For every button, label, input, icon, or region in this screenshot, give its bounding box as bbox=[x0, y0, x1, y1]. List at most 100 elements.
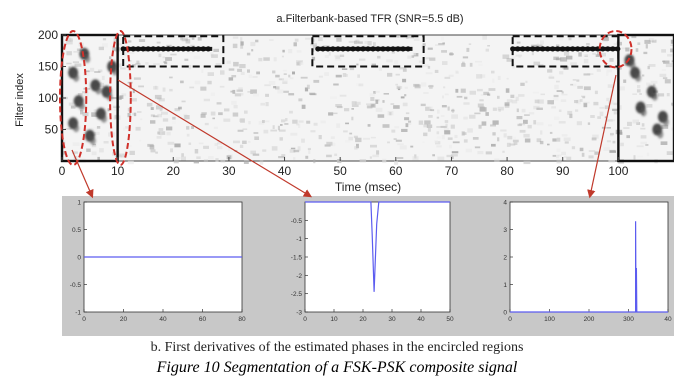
zoom-ytick-label: 0.5 bbox=[72, 227, 81, 234]
tfr-noise-speck bbox=[333, 113, 338, 115]
tfr-noise-speck bbox=[109, 56, 111, 59]
zoom-ytick-label: -1 bbox=[75, 310, 81, 317]
tfr-noise-speck bbox=[499, 109, 501, 112]
tfr-noise-speck bbox=[450, 52, 453, 55]
tfr-noise-speck bbox=[639, 93, 642, 95]
tfr-noise-speck bbox=[187, 134, 190, 137]
tfr-noise-speck bbox=[477, 89, 483, 91]
tfr-noise-speck bbox=[251, 49, 253, 51]
tfr-noise-speck bbox=[394, 60, 398, 64]
zoom-xtick-label: 100 bbox=[544, 316, 555, 323]
tfr-noise-speck bbox=[384, 93, 389, 95]
tfr-noise-speck bbox=[387, 142, 390, 144]
tfr-noise-speck bbox=[125, 126, 129, 129]
zoom-xtick-label: 60 bbox=[199, 316, 207, 323]
tfr-noise-speck bbox=[625, 48, 629, 52]
tfr-noise-speck bbox=[254, 132, 259, 134]
tfr-noise-speck bbox=[319, 76, 323, 78]
tfr-noise-speck bbox=[192, 37, 195, 40]
tfr-noise-speck bbox=[310, 130, 315, 132]
tfr-noise-speck bbox=[646, 44, 648, 48]
tfr-noise-speck bbox=[658, 93, 664, 96]
tfr-noise-speck bbox=[634, 155, 636, 159]
tfr-noise-speck bbox=[428, 128, 431, 132]
tfr-noise-speck bbox=[310, 43, 317, 46]
tfr-noise-speck bbox=[442, 135, 445, 139]
tfr-noise-speck bbox=[194, 160, 199, 163]
tfr-noise-speck bbox=[97, 126, 100, 129]
tfr-noise-speck bbox=[241, 72, 245, 75]
zoom-ytick-label: -0.5 bbox=[291, 218, 303, 225]
tfr-noise-speck bbox=[576, 80, 579, 82]
tfr-noise-speck bbox=[649, 64, 656, 67]
tfr-noise-speck bbox=[413, 84, 419, 87]
tfr-noise-speck bbox=[577, 121, 582, 125]
tfr-tone-dot bbox=[171, 46, 176, 51]
tfr-noise-speck bbox=[451, 114, 458, 118]
tfr-noise-speck bbox=[441, 115, 445, 117]
tfr-xtick-label: 50 bbox=[334, 164, 348, 178]
tfr-noise-speck bbox=[240, 45, 243, 49]
tfr-noise-speck bbox=[614, 43, 618, 45]
tfr-noise-speck bbox=[260, 103, 265, 106]
tfr-noise-speck bbox=[592, 138, 597, 141]
tfr-noise-speck bbox=[233, 37, 239, 39]
tfr-noise-speck bbox=[337, 159, 341, 163]
tfr-noise-speck bbox=[294, 42, 297, 46]
tfr-noise-speck bbox=[407, 56, 411, 59]
tfr-noise-speck bbox=[174, 160, 179, 164]
tfr-noise-speck bbox=[314, 123, 318, 126]
tfr-noise-speck bbox=[247, 53, 250, 56]
tfr-noise-speck bbox=[201, 112, 206, 115]
tfr-noise-speck bbox=[262, 149, 266, 151]
tfr-noise-speck bbox=[533, 92, 539, 94]
zoom-xtick-label: 40 bbox=[417, 316, 425, 323]
tfr-noise-speck bbox=[592, 53, 596, 55]
tfr-noise-speck bbox=[412, 156, 418, 160]
tfr-noise-speck bbox=[524, 161, 531, 164]
tfr-noise-speck bbox=[288, 49, 292, 53]
tfr-tone-dot bbox=[600, 46, 605, 51]
tfr-noise-speck bbox=[237, 90, 243, 92]
tfr-noise-speck bbox=[283, 91, 289, 93]
tfr-tone-dot bbox=[201, 46, 206, 51]
tfr-noise-speck bbox=[184, 115, 189, 119]
tfr-noise-speck bbox=[90, 68, 94, 72]
tfr-noise-speck bbox=[661, 141, 668, 145]
tfr-tone-dot bbox=[350, 46, 355, 51]
tfr-noise-speck bbox=[607, 119, 613, 121]
zoom-ytick-label: 1 bbox=[503, 282, 507, 289]
tfr-noise-speck bbox=[260, 161, 264, 165]
tfr-noise-speck bbox=[292, 72, 295, 75]
tfr-noise-speck bbox=[550, 132, 553, 134]
tfr-noise-speck bbox=[644, 40, 650, 44]
zoom-ytick-label: -2.5 bbox=[291, 291, 303, 298]
tfr-noise-speck bbox=[73, 61, 79, 63]
tfr-noise-speck bbox=[99, 47, 104, 50]
tfr-noise-speck bbox=[513, 137, 516, 140]
zoom-ytick-label: 1 bbox=[77, 200, 81, 207]
tfr-noise-speck bbox=[520, 83, 524, 86]
tfr-noise-speck bbox=[667, 54, 672, 56]
tfr-noise-speck bbox=[492, 132, 495, 135]
tfr-noise-speck bbox=[422, 142, 424, 144]
tfr-noise-speck bbox=[356, 64, 358, 66]
tfr-noise-speck bbox=[239, 119, 243, 122]
tfr-noise-speck bbox=[181, 157, 186, 161]
tfr-noise-speck bbox=[517, 109, 519, 113]
zoom-xtick-label: 300 bbox=[623, 316, 634, 323]
tfr-noise-speck bbox=[398, 86, 402, 89]
tfr-noise-speck bbox=[437, 137, 441, 139]
tfr-noise-speck bbox=[213, 49, 219, 52]
tfr-tone-dot bbox=[206, 46, 211, 51]
tfr-tone-dot bbox=[560, 46, 565, 51]
tfr-noise-speck bbox=[524, 114, 530, 116]
tfr-noise-speck bbox=[155, 152, 158, 154]
tfr-noise-speck bbox=[463, 102, 469, 104]
tfr-noise-speck bbox=[525, 81, 527, 83]
tfr-noise-speck bbox=[139, 39, 145, 42]
tfr-noise-speck bbox=[280, 137, 283, 140]
tfr-noise-speck bbox=[391, 130, 395, 133]
tfr-noise-speck bbox=[301, 77, 308, 79]
